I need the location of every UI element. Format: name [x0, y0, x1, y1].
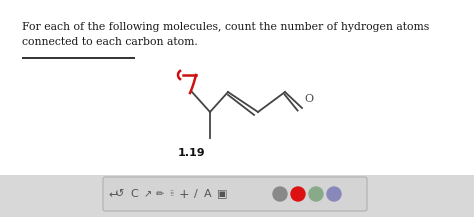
- Text: /: /: [194, 189, 198, 199]
- Text: C: C: [130, 189, 138, 199]
- Circle shape: [309, 187, 323, 201]
- Text: ↺: ↺: [115, 189, 125, 199]
- FancyBboxPatch shape: [103, 177, 367, 211]
- Text: +: +: [179, 187, 189, 201]
- Circle shape: [327, 187, 341, 201]
- Circle shape: [273, 187, 287, 201]
- Text: For each of the following molecules, count the number of hydrogen atoms: For each of the following molecules, cou…: [22, 22, 429, 32]
- Text: ⁞⁞: ⁞⁞: [169, 189, 174, 199]
- Text: A: A: [204, 189, 212, 199]
- Text: ✏: ✏: [156, 189, 164, 199]
- Text: 1.19: 1.19: [178, 148, 206, 158]
- Text: ↗: ↗: [144, 189, 152, 199]
- Text: ▣: ▣: [217, 189, 227, 199]
- Text: connected to each carbon atom.: connected to each carbon atom.: [22, 37, 198, 47]
- Circle shape: [291, 187, 305, 201]
- Text: ↩: ↩: [109, 189, 118, 199]
- Bar: [0, 0, 474, 175]
- Text: O: O: [304, 94, 313, 104]
